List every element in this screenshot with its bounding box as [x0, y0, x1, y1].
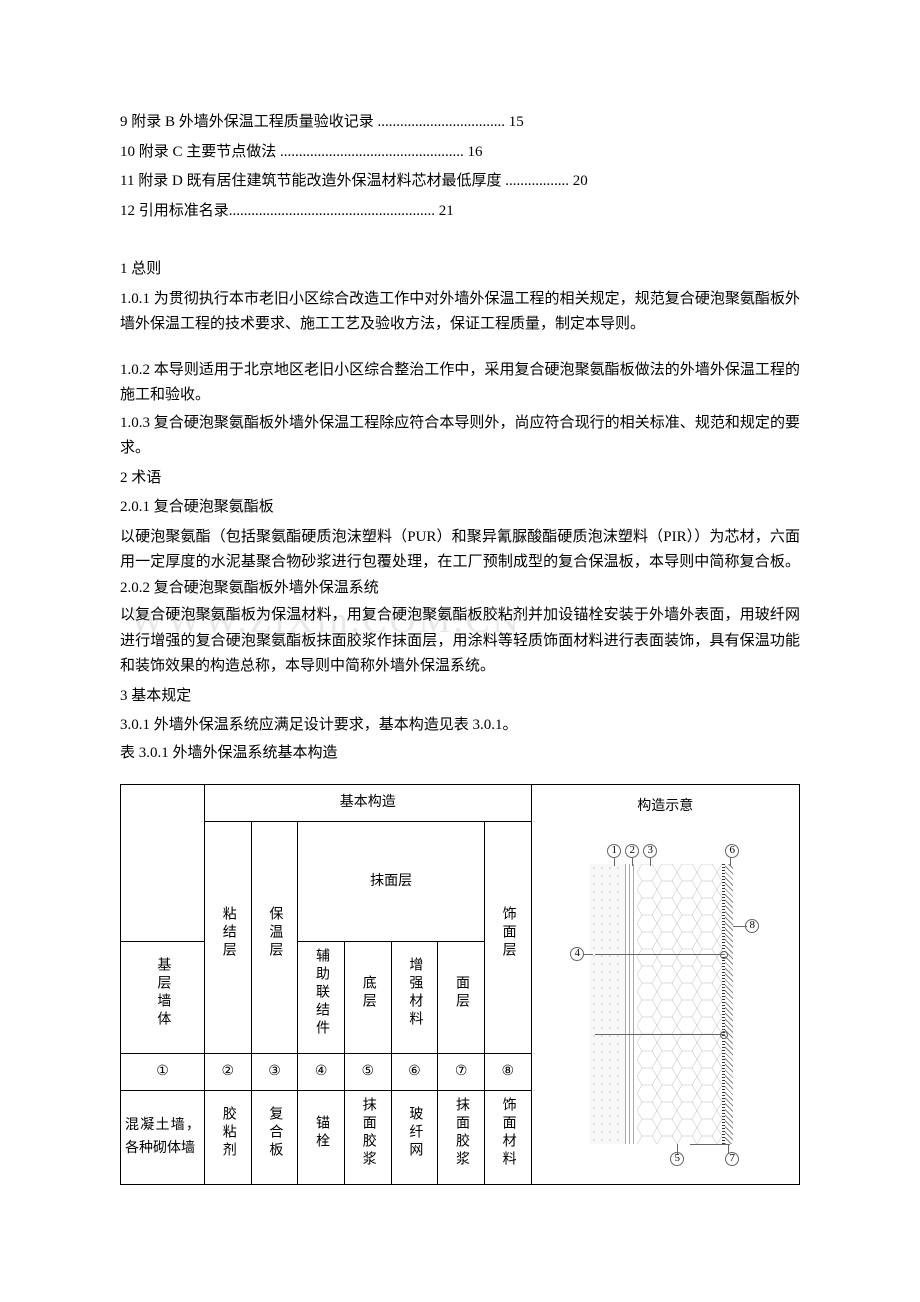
para-1-0-2: 1.0.2 本导则适用于北京地区老旧小区综合整治工作中，采用复合硬泡聚氨酯板做法… — [120, 358, 800, 409]
th-connector: 辅助联结件 — [309, 948, 333, 1038]
toc-item: 12 引用标准名录...............................… — [120, 199, 800, 225]
toc-text: 引用标准名录..................................… — [139, 203, 454, 219]
td-num-7: ⑦ — [438, 1054, 485, 1091]
td-val-7: 抹面胶浆 — [449, 1097, 473, 1169]
th-surface: 抹面层 — [298, 821, 485, 942]
th-insulation: 保温层 — [263, 906, 287, 960]
td-val-1: 混凝土墙，各种砌体墙 — [121, 1091, 205, 1185]
diag-label-2: 2 — [625, 844, 639, 858]
td-num-4: ④ — [298, 1054, 345, 1091]
toc-text: 附录 D 既有居住建筑节能改造外保温材料芯材最低厚度 .............… — [138, 173, 588, 189]
toc-text: 附录 B 外墙外保温工程质量验收记录 .....................… — [131, 114, 524, 130]
diag-label-3: 3 — [643, 844, 657, 858]
toc-num: 11 — [120, 173, 134, 189]
th-base-wall: 基层墙体 — [151, 957, 175, 1029]
toc-item: 10 附录 C 主要节点做法 .........................… — [120, 140, 800, 166]
para-2-0-1: 以硬泡聚氨酯（包括聚氨酯硬质泡沫塑料（PUR）和聚异氰脲酸酯硬质泡沫塑料（PIR… — [120, 525, 800, 602]
td-val-4: 锚栓 — [309, 1115, 333, 1151]
para-3-0-2: 表 3.0.1 外墙外保温系统基本构造 — [120, 741, 800, 767]
td-num-8: ⑧ — [484, 1054, 531, 1091]
th-basic: 基本构造 — [205, 785, 532, 822]
diagram-title: 构造示意 — [542, 795, 789, 819]
diag-label-5: 5 — [670, 1152, 684, 1166]
td-val-6: 玻纤网 — [403, 1106, 427, 1160]
para-1-0-3: 1.0.3 复合硬泡聚氨酯板外墙外保温工程除应符合本导则外，尚应符合现行的相关标… — [120, 411, 800, 462]
td-val-8: 饰面材料 — [496, 1097, 520, 1169]
toc-num: 9 — [120, 114, 128, 130]
th-reinforce: 增强材料 — [403, 957, 427, 1029]
th-face: 面层 — [449, 975, 473, 1011]
th-finish: 饰面层 — [496, 906, 520, 960]
td-val-5: 抹面胶浆 — [356, 1097, 380, 1169]
td-num-2: ② — [205, 1054, 252, 1091]
section-1-header: 1 总则 — [120, 257, 800, 283]
construction-diagram: 1 2 3 6 8 4 5 7 — [565, 834, 765, 1174]
toc-text: 附录 C 主要节点做法 ............................… — [139, 144, 483, 160]
construction-table: 基本构造 构造示意 — [120, 784, 800, 1185]
toc-num: 12 — [120, 203, 135, 219]
diag-label-6: 6 — [725, 844, 739, 858]
toc-item: 11 附录 D 既有居住建筑节能改造外保温材料芯材最低厚度 ..........… — [120, 169, 800, 195]
section-2-header: 2 术语 — [120, 466, 800, 492]
para-1-0-1: 1.0.1 为贯彻执行本市老旧小区综合改造工作中对外墙外保温工程的相关规定，规范… — [120, 287, 800, 338]
td-num-3: ③ — [251, 1054, 298, 1091]
diag-label-1: 1 — [607, 844, 621, 858]
toc-item: 9 附录 B 外墙外保温工程质量验收记录 ...................… — [120, 110, 800, 136]
td-num-6: ⑥ — [391, 1054, 438, 1091]
diagram-header: 构造示意 — [531, 785, 799, 1185]
diag-label-7: 7 — [725, 1152, 739, 1166]
para-3-0-1: 3.0.1 外墙外保温系统应满足设计要求，基本构造见表 3.0.1。 — [120, 713, 800, 739]
td-val-2: 胶粘剂 — [216, 1106, 240, 1160]
diag-label-4: 4 — [570, 947, 584, 961]
diag-label-8: 8 — [745, 919, 759, 933]
td-val-3: 复合板 — [263, 1106, 287, 1160]
th-bottom: 底层 — [356, 975, 380, 1011]
section-3-header: 3 基本规定 — [120, 684, 800, 710]
para-2-0-2: 以复合硬泡聚氨酯板为保温材料，用复合硬泡聚氨酯板胶粘剂并加设锚栓安装于外墙外表面… — [120, 603, 800, 680]
td-num-1: ① — [121, 1054, 205, 1091]
toc-num: 10 — [120, 144, 135, 160]
th-adhesive: 粘结层 — [216, 906, 240, 960]
section-2-0-1-header: 2.0.1 复合硬泡聚氨酯板 — [120, 495, 800, 521]
td-num-5: ⑤ — [344, 1054, 391, 1091]
